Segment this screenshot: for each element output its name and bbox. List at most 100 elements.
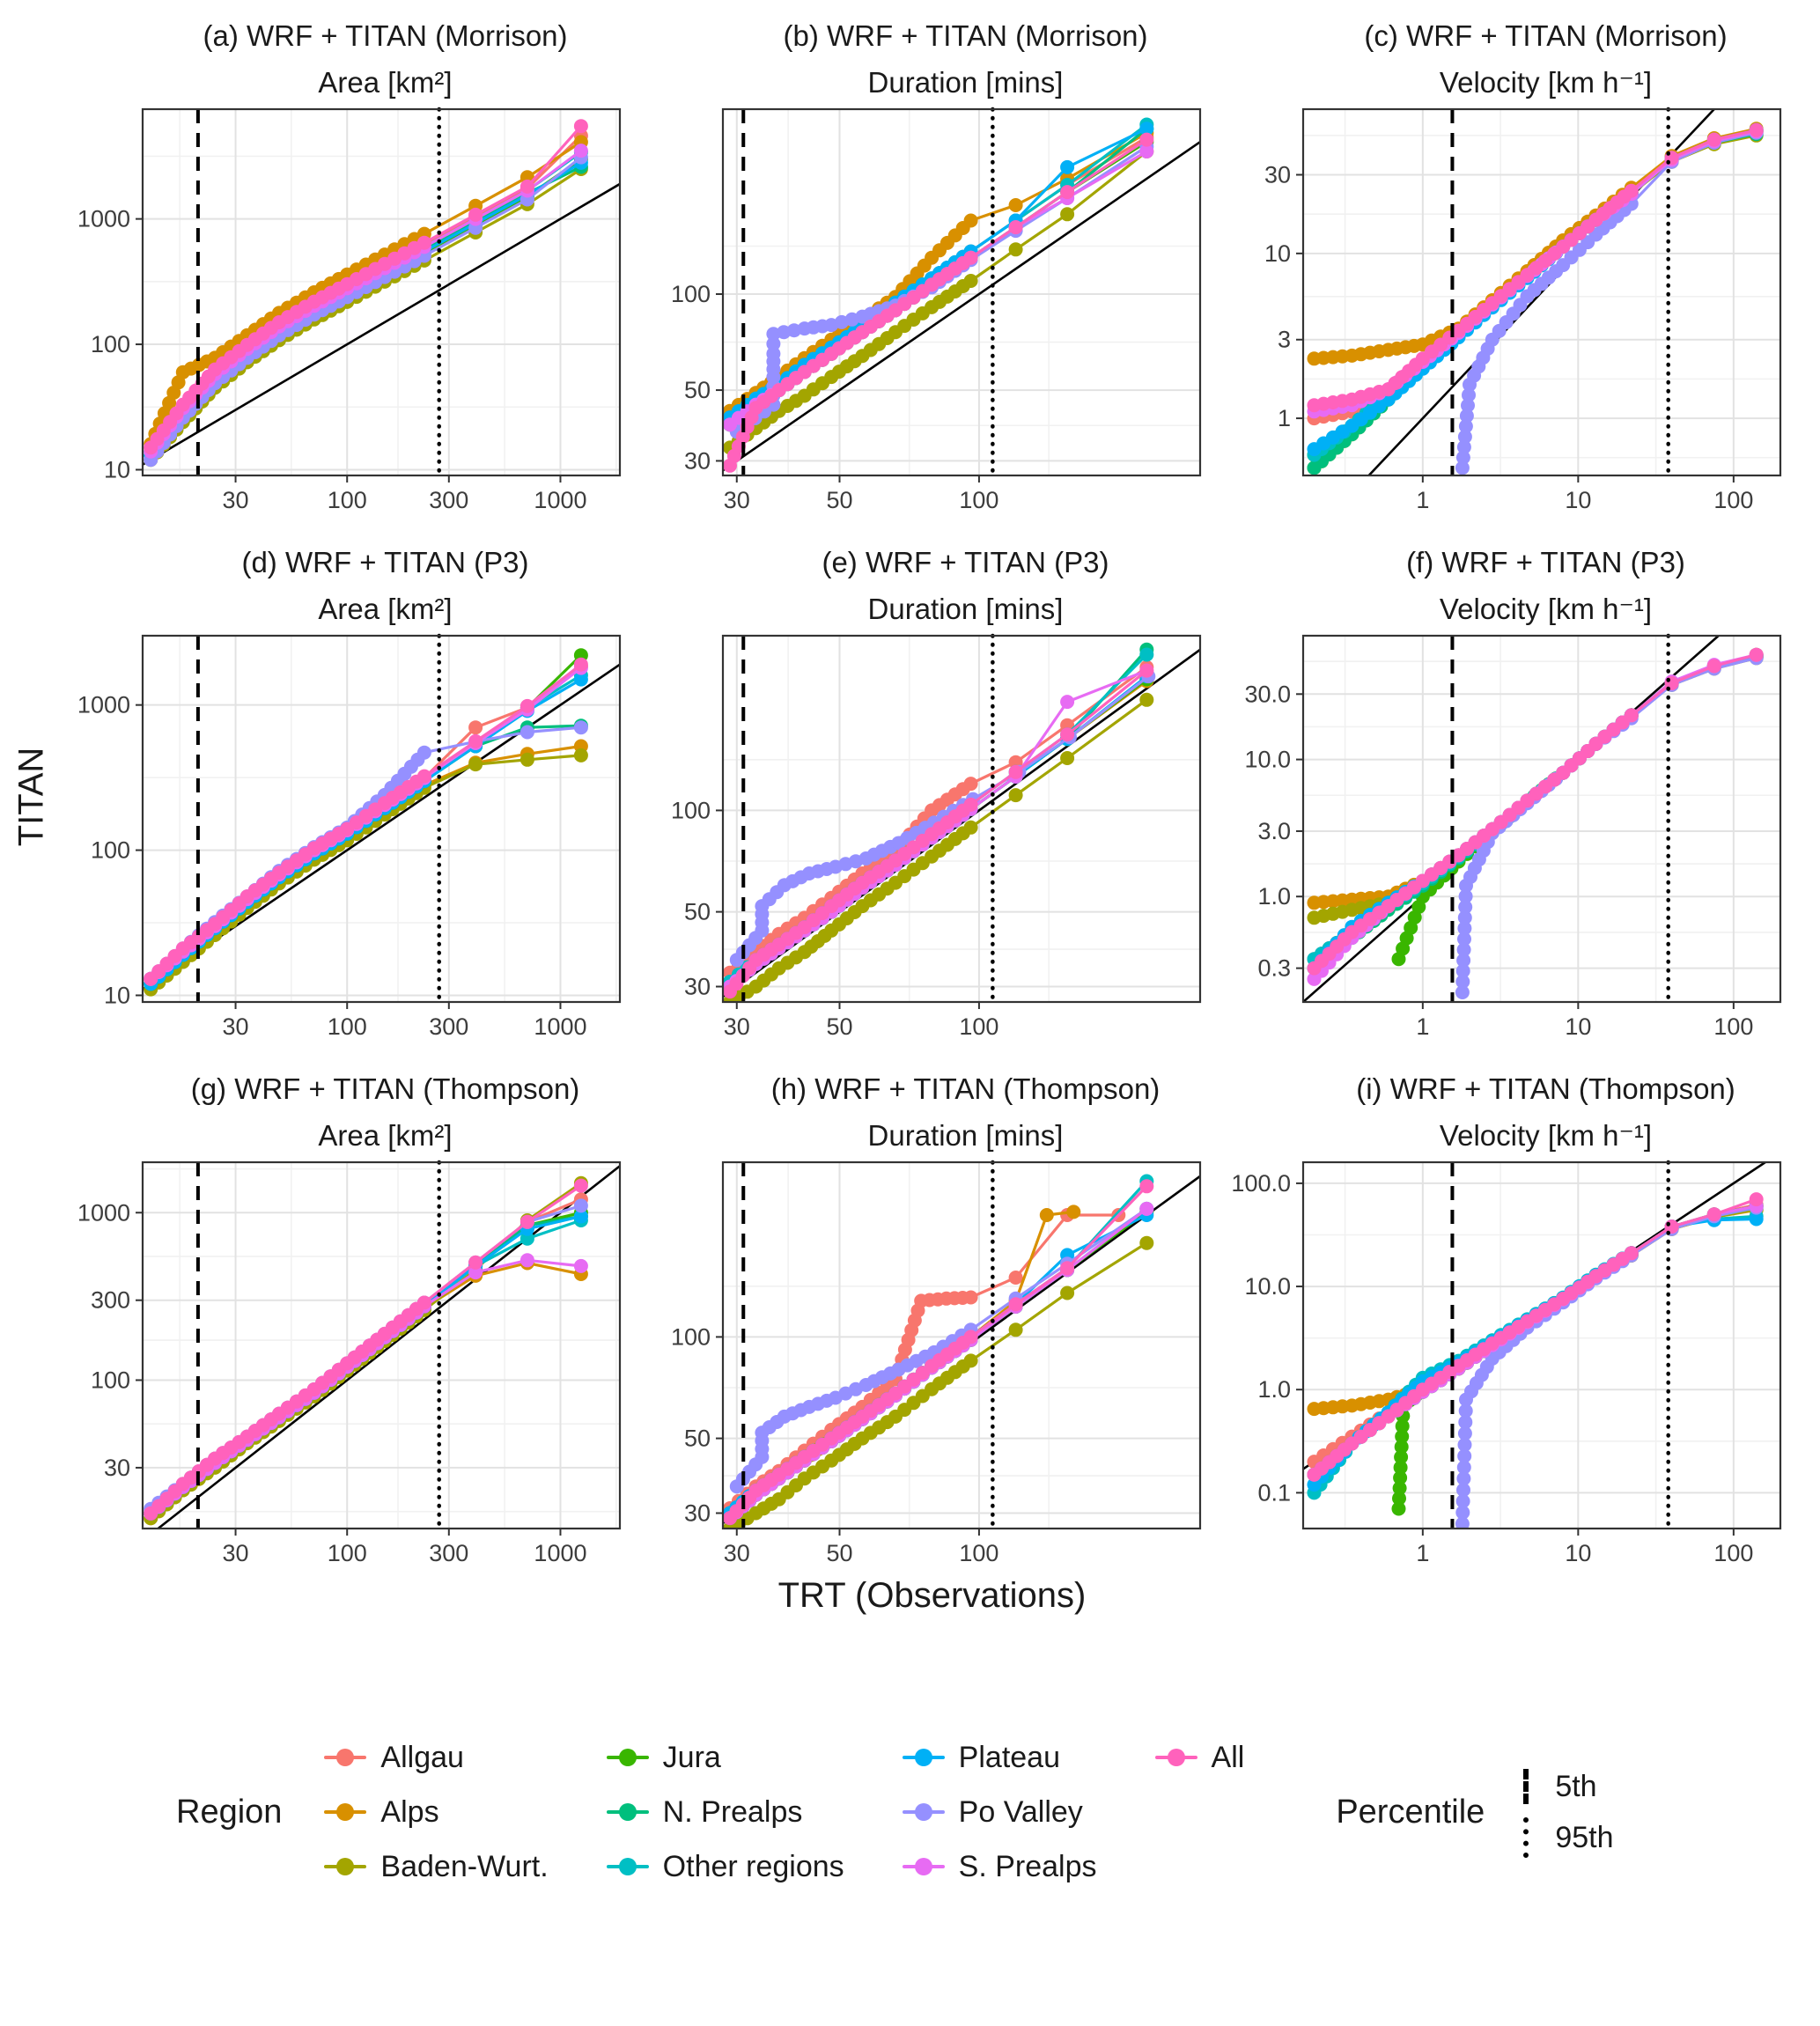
svg-text:100: 100 bbox=[328, 487, 367, 513]
svg-text:1000: 1000 bbox=[534, 1013, 586, 1040]
series-all bbox=[723, 663, 1154, 999]
svg-text:100: 100 bbox=[959, 487, 998, 513]
legend-swatch-icon bbox=[1154, 1748, 1197, 1767]
legend-percentile: Percentile 5th 95th bbox=[1336, 1761, 1614, 1863]
svg-text:1000: 1000 bbox=[77, 206, 130, 232]
svg-text:30: 30 bbox=[724, 1013, 750, 1040]
legend-item-allgau: Allgau bbox=[324, 1741, 548, 1775]
axis-ticks: 30 50 100 30 50 100 bbox=[671, 797, 999, 1040]
panel-i: (i) WRF + TITAN (Thompson) Velocity [km h… bbox=[1222, 1065, 1802, 1569]
panel-header: (i) WRF + TITAN (Thompson) bbox=[1356, 1072, 1735, 1105]
svg-text:50: 50 bbox=[684, 1426, 711, 1452]
svg-text:10.0: 10.0 bbox=[1244, 1273, 1291, 1300]
axis-ticks: 30 50 100 30 50 100 bbox=[671, 1323, 999, 1566]
panel-border bbox=[1301, 634, 1782, 1004]
svg-text:10: 10 bbox=[104, 982, 130, 1008]
legend-swatch-icon bbox=[902, 1857, 945, 1876]
panel-subtitle: Area [km²] bbox=[318, 66, 453, 99]
series-group bbox=[1307, 122, 1764, 475]
gridlines bbox=[143, 636, 620, 1002]
svg-text:100: 100 bbox=[959, 1013, 998, 1040]
svg-text:1000: 1000 bbox=[534, 1540, 586, 1566]
axis-ticks: 30 100 300 1000 10 100 1000 bbox=[77, 206, 587, 513]
series-group bbox=[723, 1174, 1154, 1529]
panel-header: (h) WRF + TITAN (Thompson) bbox=[770, 1072, 1161, 1105]
svg-text:30: 30 bbox=[223, 1013, 249, 1040]
legend-swatch-icon bbox=[324, 1802, 367, 1822]
svg-text:10: 10 bbox=[104, 456, 130, 483]
legend-item-po-valley: Po Valley bbox=[902, 1795, 1097, 1830]
panel-border bbox=[141, 1160, 622, 1530]
x-axis-title: TRT (Observations) bbox=[777, 1576, 1087, 1615]
axis-ticks: 30 50 100 30 50 100 bbox=[671, 281, 999, 513]
svg-text:300: 300 bbox=[429, 487, 468, 513]
svg-text:1000: 1000 bbox=[534, 487, 586, 513]
svg-text:10: 10 bbox=[1565, 487, 1591, 513]
panel-header: (a) WRF + TITAN (Morrison) bbox=[203, 19, 568, 52]
legend-label: Jura bbox=[662, 1740, 721, 1774]
panel-subtitle: Area [km²] bbox=[318, 593, 453, 625]
legend-label: Alps bbox=[380, 1794, 439, 1829]
legend-region-title: Region bbox=[176, 1793, 283, 1831]
svg-text:100: 100 bbox=[671, 1323, 711, 1350]
svg-text:100: 100 bbox=[1713, 1013, 1753, 1040]
legend-label: All bbox=[1211, 1740, 1245, 1774]
panel-plot: 30 100 300 1000 30 100 300 1000 bbox=[77, 1160, 622, 1566]
legend-item-alps: Alps bbox=[324, 1795, 548, 1830]
svg-text:1: 1 bbox=[1416, 1013, 1429, 1040]
legend-label: Other regions bbox=[662, 1849, 844, 1883]
svg-text:1.0: 1.0 bbox=[1257, 883, 1291, 910]
legend-label: N. Prealps bbox=[662, 1794, 803, 1829]
legend-item-n-prealps: N. Prealps bbox=[606, 1794, 844, 1830]
percentile-label: 95th bbox=[1555, 1820, 1614, 1854]
panel-border bbox=[721, 107, 1202, 477]
panel-header: (g) WRF + TITAN (Thompson) bbox=[190, 1072, 580, 1105]
panel-border bbox=[1301, 107, 1782, 477]
legend-item-jura: Jura bbox=[606, 1740, 844, 1775]
panel-header: (e) WRF + TITAN (P3) bbox=[822, 546, 1109, 578]
dashed-line-icon bbox=[1523, 1769, 1529, 1804]
series-all bbox=[1307, 122, 1764, 413]
legend-item-all: All bbox=[1154, 1740, 1245, 1775]
gridlines bbox=[723, 1162, 1200, 1529]
panel-g: (g) WRF + TITAN (Thompson) Area [km²] 30 10… bbox=[62, 1065, 642, 1569]
legend-item-baden-wurt-: Baden-Wurt. bbox=[324, 1850, 549, 1884]
panel-border bbox=[721, 634, 1202, 1004]
series-group bbox=[144, 119, 588, 468]
legend-swatch-icon bbox=[606, 1748, 649, 1767]
svg-text:100: 100 bbox=[1713, 487, 1753, 513]
percentile-label: 5th bbox=[1555, 1769, 1597, 1803]
panel-border bbox=[141, 107, 622, 477]
panel-subtitle: Duration [mins] bbox=[867, 593, 1064, 625]
panel-subtitle: Velocity [km h⁻¹] bbox=[1439, 66, 1653, 99]
svg-text:100.0: 100.0 bbox=[1231, 1170, 1291, 1197]
panel-header: (d) WRF + TITAN (P3) bbox=[241, 546, 529, 578]
svg-text:30: 30 bbox=[724, 1540, 750, 1566]
svg-text:1: 1 bbox=[1278, 405, 1291, 431]
svg-text:1.0: 1.0 bbox=[1257, 1376, 1291, 1403]
svg-text:0.3: 0.3 bbox=[1257, 955, 1291, 982]
svg-text:50: 50 bbox=[684, 377, 711, 403]
svg-text:10: 10 bbox=[1264, 240, 1291, 267]
svg-text:3.0: 3.0 bbox=[1257, 818, 1291, 844]
panel-header: (c) WRF + TITAN (Morrison) bbox=[1364, 19, 1728, 52]
series-all bbox=[144, 119, 588, 455]
panel-subtitle: Velocity [km h⁻¹] bbox=[1439, 1119, 1653, 1152]
panel-e: (e) WRF + TITAN (P3) Duration [mins] 30 50 1… bbox=[642, 539, 1222, 1042]
panel-plot: 30 50 100 30 50 100 bbox=[671, 107, 1202, 513]
svg-text:300: 300 bbox=[91, 1287, 130, 1314]
panel-subtitle: Duration [mins] bbox=[867, 1119, 1064, 1152]
series-group bbox=[144, 648, 588, 997]
panel-plot: 30 50 100 30 50 100 bbox=[671, 1160, 1202, 1566]
panel-plot: 30 100 300 1000 10 100 1000 bbox=[77, 107, 622, 513]
legend-item-plateau: Plateau bbox=[902, 1741, 1097, 1775]
svg-text:1: 1 bbox=[1416, 1540, 1429, 1566]
series-group bbox=[1307, 647, 1764, 999]
svg-text:30: 30 bbox=[223, 1540, 249, 1566]
panel-plot: 1 10 100 0.3 1.0 3.0 10.0 30.0 bbox=[1244, 633, 1782, 1040]
panel-border bbox=[721, 1160, 1202, 1530]
svg-text:300: 300 bbox=[429, 1540, 468, 1566]
svg-text:100: 100 bbox=[91, 331, 130, 357]
legend-swatch-icon bbox=[324, 1748, 367, 1767]
